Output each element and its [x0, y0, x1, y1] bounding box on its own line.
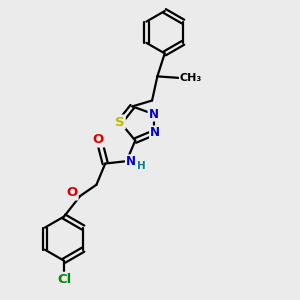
Text: N: N [148, 108, 158, 121]
Text: O: O [93, 134, 104, 146]
Text: S: S [115, 116, 125, 128]
Text: O: O [66, 187, 78, 200]
Text: CH₃: CH₃ [180, 73, 202, 83]
Text: N: N [150, 126, 160, 140]
Text: N: N [126, 155, 136, 168]
Text: Cl: Cl [57, 273, 71, 286]
Text: H: H [137, 160, 146, 171]
